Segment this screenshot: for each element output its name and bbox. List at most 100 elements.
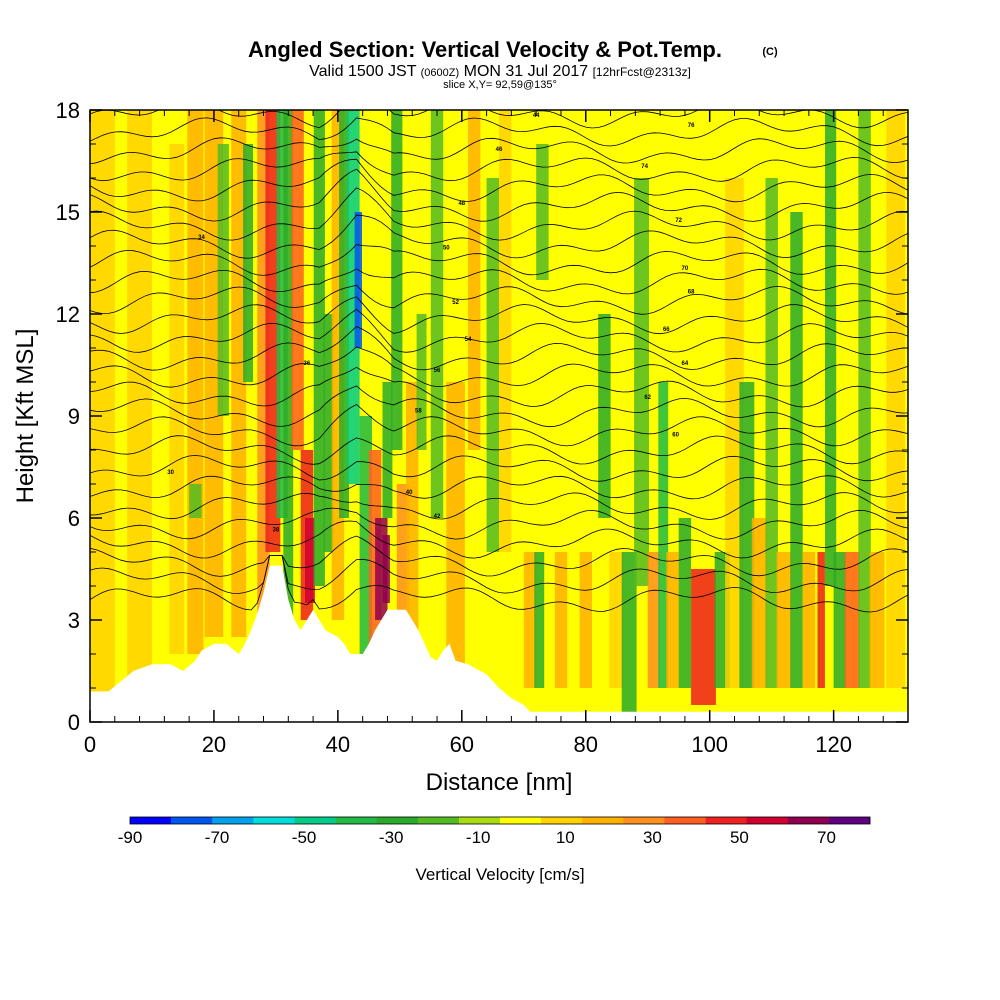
velocity-band xyxy=(609,552,625,688)
x-axis: 0 20 40 60 80 100 120 xyxy=(84,110,909,757)
velocity-band xyxy=(499,110,512,552)
theta-contour xyxy=(90,520,908,559)
theta-contour xyxy=(90,555,908,613)
velocity-band xyxy=(666,552,679,688)
x-axis-label: Distance [nm] xyxy=(426,769,573,796)
velocity-band xyxy=(833,552,846,688)
velocity-band xyxy=(313,110,325,586)
y-tick-label: 12 xyxy=(56,302,80,327)
contour-label: 38 xyxy=(273,528,280,534)
theta-contour xyxy=(90,404,908,447)
contour-label: 42 xyxy=(434,514,441,520)
theta-contour xyxy=(90,326,908,371)
theta-contour xyxy=(90,492,908,520)
x-tick-label: 80 xyxy=(574,732,598,757)
colorbar-tick-label: -90 xyxy=(118,828,143,847)
velocity-band xyxy=(217,144,229,416)
colorbar-swatch xyxy=(705,817,747,824)
theta-contour xyxy=(90,346,908,388)
velocity-band xyxy=(339,110,349,518)
colorbar-swatch xyxy=(458,817,501,824)
velocity-band xyxy=(869,552,885,688)
theta-contour xyxy=(90,435,908,465)
velocity-band xyxy=(323,314,334,552)
theta-contour xyxy=(90,308,908,353)
contour-label: 58 xyxy=(415,409,422,415)
colorbar-swatch xyxy=(828,817,871,824)
contour-label: 64 xyxy=(682,361,689,367)
contour-label: 68 xyxy=(688,290,695,296)
theta-contour xyxy=(90,214,908,259)
y-tick-label: 9 xyxy=(68,404,80,429)
colorbar-swatch xyxy=(500,817,542,824)
velocity-band xyxy=(678,518,692,688)
x-tick-label: 0 xyxy=(84,732,96,757)
valid-time-line: Valid 1500 JST (0600Z) MON 31 Jul 2017 [… xyxy=(309,63,691,80)
velocity-band xyxy=(554,552,568,688)
colorbar-swatch xyxy=(171,817,213,824)
theta-contour xyxy=(90,268,908,295)
contour-label: 72 xyxy=(675,218,682,224)
velocity-band xyxy=(536,144,549,280)
velocity-band xyxy=(468,110,481,450)
contour-label: 54 xyxy=(465,337,472,343)
theta-contour xyxy=(90,284,908,315)
theta-contour xyxy=(90,454,908,482)
velocity-band xyxy=(579,552,592,688)
velocity-band xyxy=(598,314,611,518)
colorbar-frame xyxy=(129,816,871,825)
contour-label: 50 xyxy=(443,245,450,251)
y-tick-label: 18 xyxy=(56,98,80,123)
theta-contour xyxy=(90,366,908,408)
contour-label: 66 xyxy=(663,327,670,333)
colorbar-tick-label: 30 xyxy=(643,828,662,847)
velocity-band xyxy=(886,110,905,688)
colorbar-tick-label: 10 xyxy=(556,828,575,847)
theta-contour xyxy=(90,555,908,594)
colorbar-tick-label: -70 xyxy=(205,828,230,847)
x-tick-label: 40 xyxy=(326,732,350,757)
velocity-band xyxy=(169,144,185,654)
velocity-band xyxy=(739,382,755,688)
velocity-band xyxy=(406,382,419,654)
theta-contour xyxy=(90,244,908,276)
velocity-band xyxy=(647,552,661,688)
y-tick-label: 3 xyxy=(68,608,80,633)
x-tick-label: 60 xyxy=(450,732,474,757)
velocity-band xyxy=(817,552,825,688)
x-tick-label: 100 xyxy=(691,732,728,757)
contour-label: 76 xyxy=(688,123,695,129)
colorbar-swatch xyxy=(787,817,830,824)
colorbar-tick-label: 50 xyxy=(730,828,749,847)
velocity-band xyxy=(751,518,767,688)
valid-fcst: [12hrFcst@2313z] xyxy=(593,65,691,79)
valid-date: MON 31 Jul 2017 xyxy=(464,63,589,80)
contour-label: 52 xyxy=(452,300,459,306)
valid-utc: (0600Z) xyxy=(421,67,460,79)
plot-area: 3034363840424446485052545658606264666870… xyxy=(90,110,908,722)
theta-contour xyxy=(90,187,908,241)
colorbar: -90 -70 -50 -30 -10 10 30 50 70 xyxy=(118,816,871,847)
colorbar-swatch xyxy=(253,817,295,824)
contour-label: 36 xyxy=(304,361,311,367)
velocity-band xyxy=(305,518,315,603)
y-tick-label: 6 xyxy=(68,506,80,531)
velocity-band xyxy=(790,212,803,688)
theta-contour xyxy=(90,507,908,540)
copyright-mark: (C) xyxy=(762,46,778,58)
colorbar-swatch xyxy=(664,817,706,824)
colorbar-swatch xyxy=(212,817,254,824)
theta-contour xyxy=(90,475,908,500)
velocity-band xyxy=(725,178,744,688)
velocity-band xyxy=(347,110,360,484)
colorbar-swatch xyxy=(623,817,665,824)
theta-contour xyxy=(90,158,908,203)
colorbar-swatch xyxy=(294,817,336,824)
contour-label: 40 xyxy=(406,490,413,496)
theta-contour xyxy=(90,385,908,428)
colorbar-tick-label: -50 xyxy=(292,828,317,847)
velocity-band xyxy=(802,552,816,688)
colorbar-swatch xyxy=(582,817,624,824)
terrain xyxy=(90,565,908,722)
